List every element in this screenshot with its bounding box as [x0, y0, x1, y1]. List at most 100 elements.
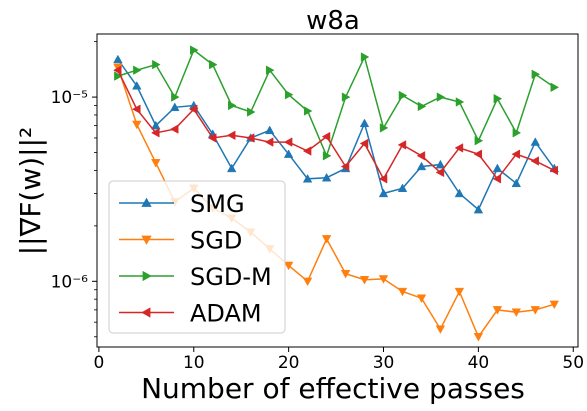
- x-tick-label: 20: [278, 353, 300, 373]
- data-point-adam: [188, 104, 198, 114]
- legend-label: SGD: [190, 227, 242, 255]
- data-point-smg: [473, 204, 484, 214]
- data-point-adam: [473, 149, 483, 159]
- axes-frame: [96, 33, 579, 348]
- data-point-adam: [302, 146, 312, 156]
- data-point-sgd-m: [398, 90, 408, 101]
- x-axis-label: Number of effective passes: [141, 372, 525, 405]
- x-axis: 0 10 20 30 40 50: [93, 347, 584, 373]
- data-point-smg: [264, 125, 275, 135]
- data-point-sgd: [359, 276, 370, 285]
- data-point-sgd: [302, 277, 313, 287]
- legend-marker: [141, 307, 151, 318]
- data-point-sgd: [435, 325, 446, 334]
- data-point-sgd: [511, 308, 522, 318]
- data-point-smg: [113, 54, 123, 64]
- data-point-sgd: [492, 306, 503, 315]
- y-tick-label: 10⁻⁵: [51, 88, 88, 108]
- legend: SMG SGD SGD-M ADAM: [108, 180, 286, 334]
- legend-item-sgd: SGD: [119, 227, 242, 255]
- data-point-sgd: [340, 269, 351, 279]
- series-adam: [113, 65, 558, 184]
- legend-marker: [142, 270, 152, 282]
- data-point-sgd-m: [114, 71, 123, 81]
- data-point-sgd-m: [133, 65, 142, 75]
- data-point-sgd-m: [493, 93, 503, 104]
- data-point-smg: [321, 172, 332, 182]
- data-point-smg: [151, 120, 161, 130]
- legend-marker: [141, 235, 152, 245]
- chart-title: w8a: [306, 6, 360, 36]
- data-point-sgd: [530, 306, 541, 315]
- data-point-adam: [245, 133, 255, 143]
- data-point-adam: [435, 167, 445, 178]
- data-point-sgd-m: [247, 107, 256, 117]
- data-point-smg: [397, 183, 408, 192]
- data-point-adam: [283, 137, 293, 147]
- data-point-sgd: [454, 287, 465, 297]
- data-point-sgd: [416, 294, 427, 304]
- legend-item-adam: ADAM: [119, 300, 262, 328]
- data-point-sgd: [151, 159, 161, 168]
- data-point-sgd-m: [265, 65, 275, 75]
- data-point-sgd-m: [284, 89, 294, 100]
- data-point-sgd-m: [303, 106, 313, 116]
- data-point-sgd-m: [417, 101, 427, 112]
- data-point-sgd-m: [360, 52, 370, 62]
- data-point-sgd-m: [455, 97, 465, 107]
- legend-item-smg: SMG: [119, 190, 245, 218]
- legend-box: [108, 180, 286, 334]
- legend-item-sgd-m: SGD-M: [119, 263, 272, 291]
- y-tick-label: 10⁻⁶: [51, 272, 89, 292]
- data-point-sgd: [549, 300, 560, 310]
- data-point-smg: [283, 149, 294, 158]
- data-point-adam: [511, 149, 521, 159]
- data-point-sgd: [473, 333, 484, 342]
- data-point-adam: [150, 128, 160, 138]
- data-point-sgd: [132, 120, 142, 130]
- x-tick-label: 0: [93, 353, 104, 373]
- data-point-adam: [321, 131, 331, 142]
- data-point-sgd: [283, 261, 294, 271]
- data-point-adam: [131, 104, 141, 114]
- data-point-sgd-m: [436, 92, 446, 102]
- data-point-sgd: [397, 287, 408, 297]
- data-point-adam: [340, 161, 350, 172]
- data-point-adam: [169, 124, 179, 134]
- data-point-sgd: [378, 275, 389, 284]
- series-line-sgd-m: [117, 48, 555, 158]
- data-point-sgd: [321, 235, 332, 244]
- data-point-smg: [511, 178, 522, 188]
- data-point-sgd-m: [512, 128, 522, 138]
- data-point-smg: [492, 163, 503, 173]
- data-point-smg: [530, 137, 541, 146]
- plot-area: [113, 45, 560, 342]
- data-point-smg: [132, 81, 142, 90]
- data-point-smg: [170, 102, 180, 112]
- legend-label: ADAM: [190, 300, 262, 328]
- data-point-smg: [359, 118, 370, 128]
- data-point-adam: [359, 138, 369, 149]
- data-point-adam: [226, 130, 236, 141]
- data-point-sgd-m: [190, 45, 199, 55]
- data-point-sgd-m: [531, 69, 541, 80]
- data-point-sgd-m: [228, 100, 237, 111]
- x-tick-label: 30: [373, 353, 395, 373]
- series-sgd-m: [114, 45, 560, 161]
- data-point-adam: [454, 143, 464, 153]
- data-point-adam: [378, 174, 388, 184]
- legend-label: SMG: [190, 190, 245, 218]
- data-point-adam: [264, 137, 274, 147]
- data-point-adam: [397, 140, 407, 150]
- data-point-adam: [492, 174, 502, 184]
- series-line-smg: [117, 59, 555, 211]
- data-point-sgd-m: [152, 59, 161, 70]
- data-point-smg: [378, 188, 389, 198]
- y-axis: 10⁻⁶ 10⁻⁵: [51, 41, 97, 338]
- data-point-sgd-m: [171, 92, 180, 102]
- data-point-adam: [549, 165, 558, 176]
- legend-marker: [141, 197, 152, 207]
- data-point-sgd-m: [209, 59, 218, 70]
- data-point-adam: [416, 151, 426, 161]
